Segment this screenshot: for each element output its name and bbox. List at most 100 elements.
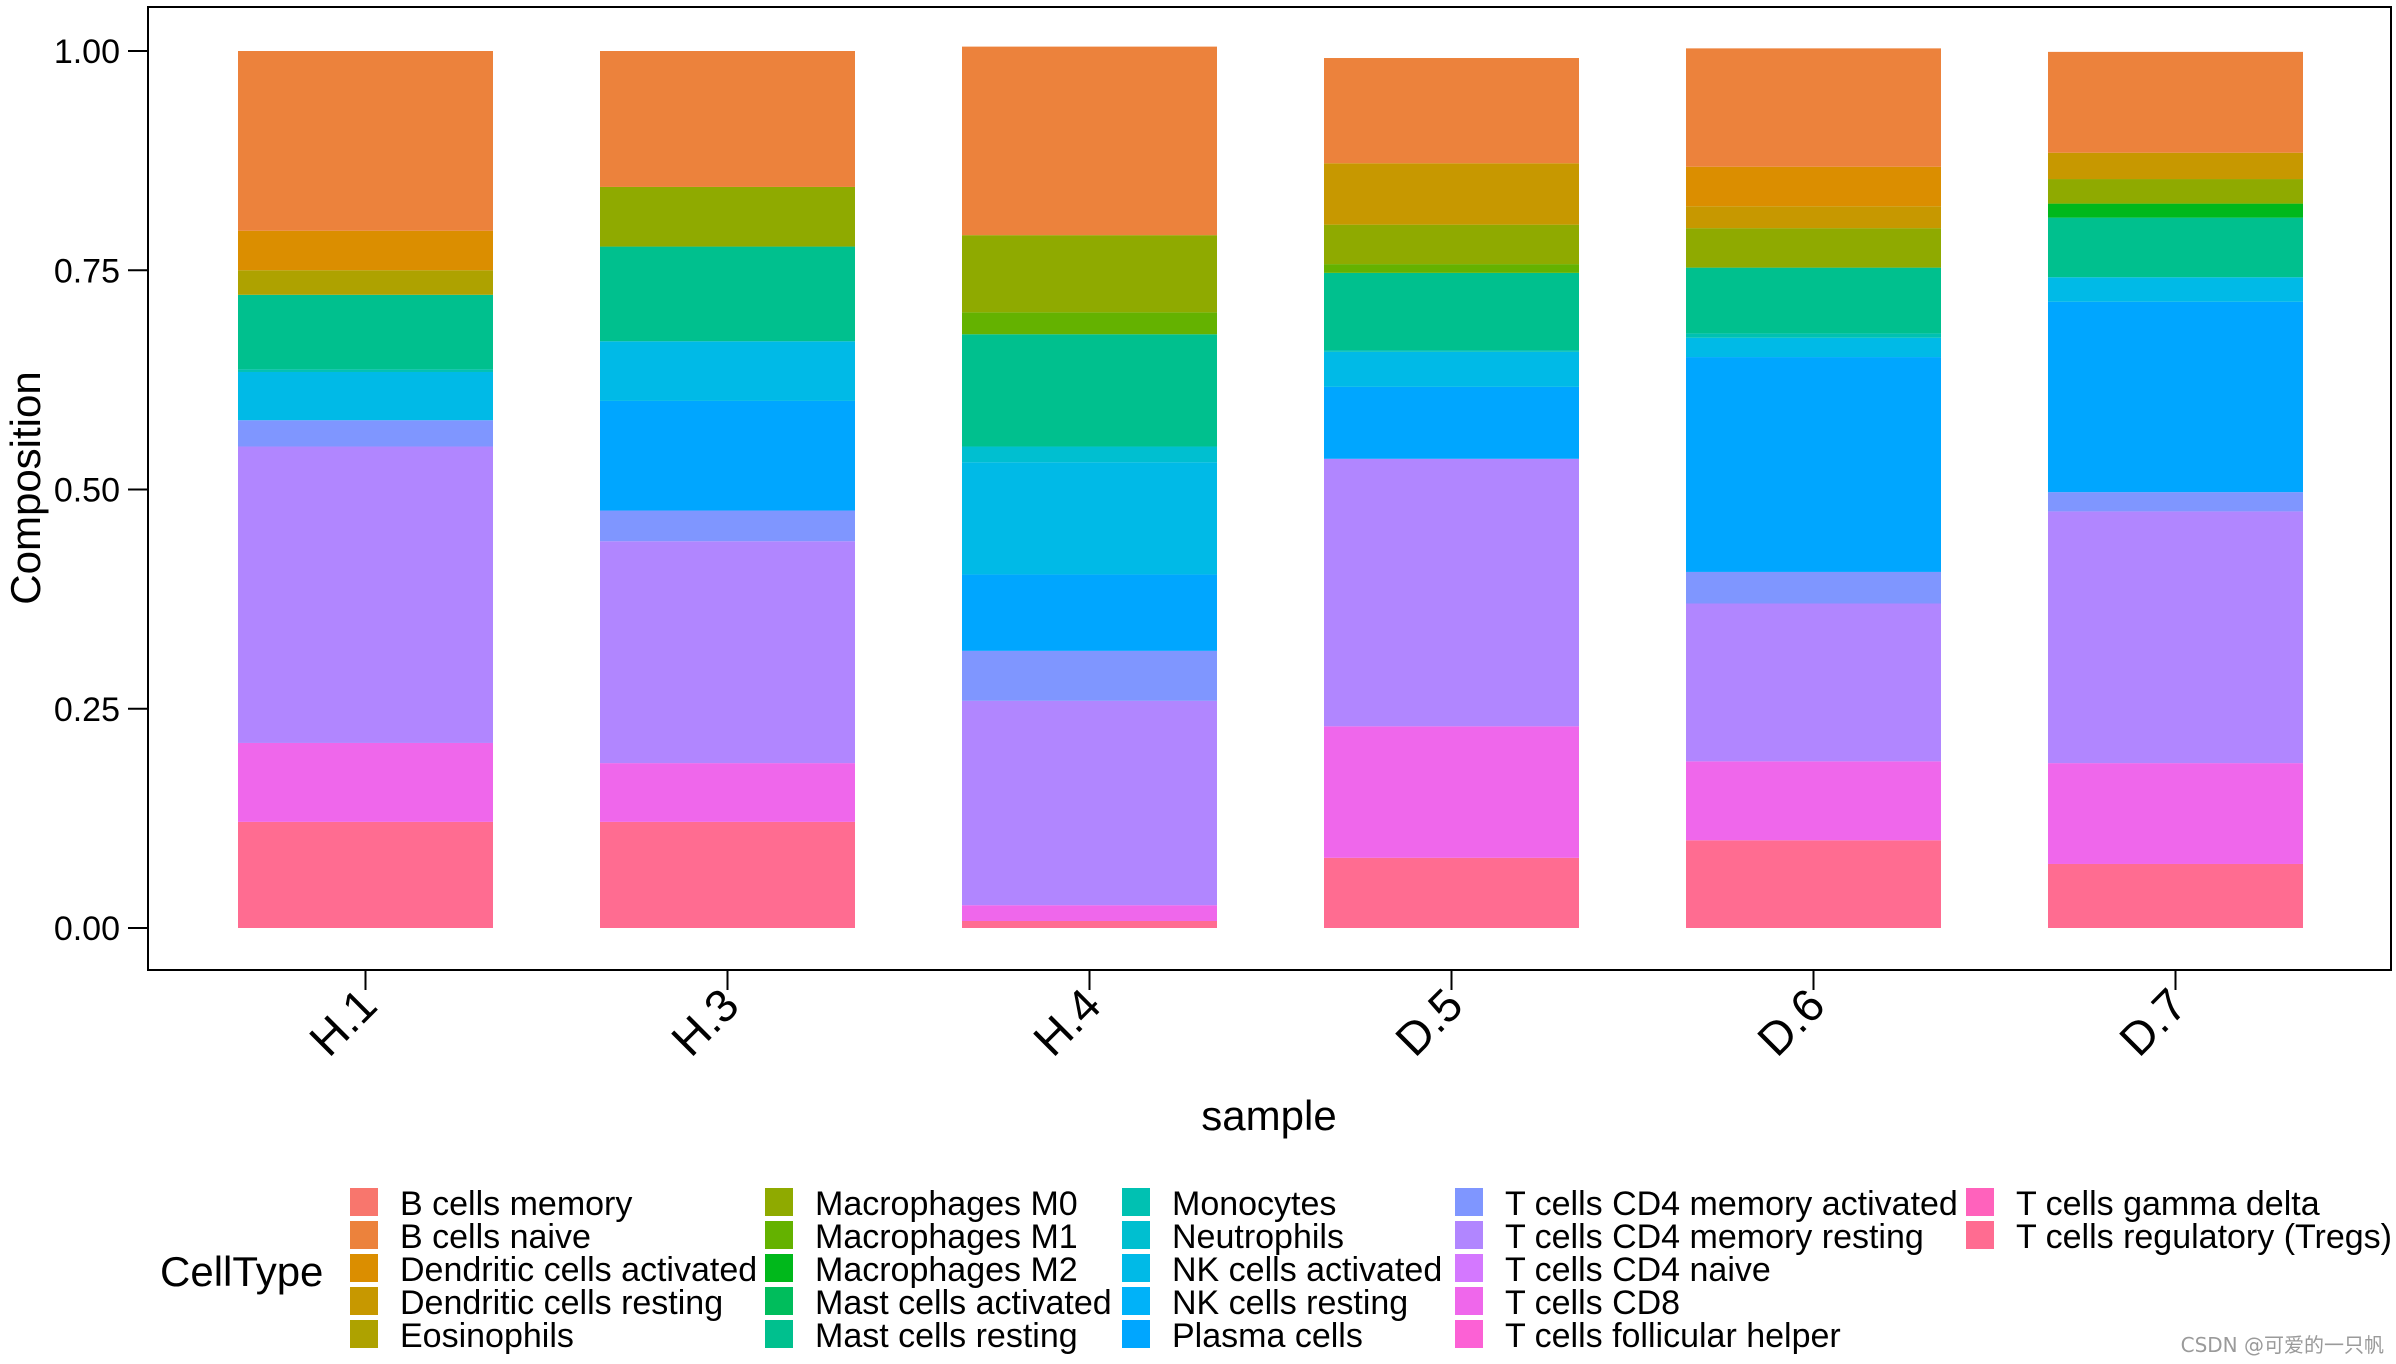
bar-segment-H.1-t-cells-cd8 [238, 742, 493, 822]
legend-swatch [765, 1254, 793, 1282]
bar-segment-H.4-t-cells-cd4-memory-activated [962, 650, 1217, 701]
bar-segment-H.4-neutrophils [962, 446, 1217, 463]
x-tick-label: D.7 [2109, 978, 2196, 1065]
watermark-text: CSDN @可爱的一只帆 [2180, 1333, 2384, 1357]
bar-segment-H.4-mast-cells-resting [962, 334, 1217, 447]
bar-segment-D.7-t-cells-cd8 [2048, 763, 2303, 864]
bar-segment-H.1-t-cells-cd4-memory-resting [238, 446, 493, 743]
legend-label: Neutrophils [1172, 1218, 1344, 1256]
bar-segment-D.5-b-cells-naive [1324, 58, 1579, 164]
bar-segment-H.3-t-cells-cd4-memory-resting [600, 541, 855, 764]
bar-segment-D.7-macrophages-m0 [2048, 179, 2303, 204]
bar-segment-H.4-nk-cells-activated [962, 462, 1217, 575]
legend-swatch [1122, 1287, 1150, 1315]
bar-segment-D.5-mast-cells-resting [1324, 272, 1579, 351]
bar-segment-D.6-b-cells-naive [1686, 48, 1941, 167]
legend-swatch [1455, 1221, 1483, 1249]
legend-label: T cells CD4 naive [1505, 1251, 1771, 1289]
bar-segment-D.7-plasma-cells [2048, 301, 2303, 493]
bar-segment-H.1-b-cells-naive [238, 51, 493, 231]
legend-swatch [350, 1188, 378, 1216]
x-tick-label: D.5 [1385, 978, 1472, 1065]
legend-label: Macrophages M0 [815, 1185, 1078, 1223]
bar-segment-H.1-monocytes [238, 369, 493, 372]
bar-segment-D.6-dendritic-cells-activated [1686, 166, 1941, 207]
legend-label: NK cells resting [1172, 1284, 1408, 1322]
y-tick-label: 0.50 [54, 472, 120, 510]
legend-label: T cells CD4 memory resting [1505, 1218, 1924, 1256]
bar-segment-D.6-monocytes [1686, 333, 1941, 338]
bar-segment-D.7-macrophages-m2 [2048, 203, 2303, 218]
bars-layer [238, 46, 2303, 928]
legend-label: B cells memory [400, 1185, 632, 1223]
y-tick-label: 0.00 [54, 910, 120, 948]
bar-segment-D.7-dendritic-cells-resting [2048, 152, 2303, 180]
bar-segment-H.1-t-cells-regulatory-tregs- [238, 821, 493, 928]
legend-swatch [1966, 1221, 1994, 1249]
x-tick-label: H.4 [1023, 978, 1110, 1065]
legend-label: Mast cells activated [815, 1284, 1112, 1322]
y-tick-label: 0.25 [54, 691, 120, 729]
bar-segment-H.1-mast-cells-resting [238, 294, 493, 370]
y-axis: 0.00 0.25 0.50 0.75 1.00 [54, 33, 148, 948]
bar-segment-H.3-t-cells-cd8 [600, 763, 855, 822]
legend-label: Eosinophils [400, 1317, 574, 1355]
bar-segment-D.7-mast-cells-resting [2048, 217, 2303, 278]
bar-segment-D.7-b-cells-naive [2048, 51, 2303, 153]
legend-label: Plasma cells [1172, 1317, 1363, 1355]
legend-label: Macrophages M1 [815, 1218, 1078, 1256]
legend-label: B cells naive [400, 1218, 591, 1256]
legend-label: T cells CD8 [1505, 1284, 1680, 1322]
bar-segment-D.6-t-cells-cd8 [1686, 761, 1941, 841]
bar-segment-D.6-nk-cells-activated [1686, 337, 1941, 358]
bar-segment-D.5-macrophages-m1 [1324, 264, 1579, 273]
bar-segment-D.5-dendritic-cells-resting [1324, 163, 1579, 225]
bar-segment-D.5-nk-cells-activated [1324, 351, 1579, 387]
bar-segment-D.6-t-cells-regulatory-tregs- [1686, 840, 1941, 928]
legend-label: Dendritic cells resting [400, 1284, 723, 1322]
bar-segment-H.1-nk-cells-activated [238, 371, 493, 421]
plot-panel-border [147, 6, 2392, 971]
legend-swatch [765, 1188, 793, 1216]
legend-swatch [350, 1287, 378, 1315]
bar-segment-H.4-t-cells-cd4-memory-resting [962, 700, 1217, 906]
bar-segment-H.4-t-cells-cd8 [962, 905, 1217, 921]
bar-segment-H.4-b-cells-naive [962, 46, 1217, 236]
legend-label: T cells CD4 memory activated [1505, 1185, 1958, 1223]
bar-segment-H.4-macrophages-m1 [962, 312, 1217, 335]
bar-segment-H.1-dendritic-cells-activated [238, 230, 493, 271]
x-tick-label: D.6 [1747, 978, 1834, 1065]
bar-segment-H.4-macrophages-m0 [962, 235, 1217, 313]
bar-segment-H.3-nk-cells-activated [600, 341, 855, 401]
legend-swatch [350, 1221, 378, 1249]
bar-segment-H.3-mast-cells-resting [600, 246, 855, 342]
legend-label: T cells regulatory (Tregs) [2016, 1218, 2392, 1256]
legend-label: Dendritic cells activated [400, 1251, 757, 1289]
bar-segment-H.3-macrophages-m0 [600, 186, 855, 247]
bar-segment-D.6-plasma-cells [1686, 357, 1941, 572]
x-axis: H.1 H.3 H.4 D.5 D.6 D.7 [299, 970, 2197, 1066]
bar-segment-D.7-t-cells-cd4-memory-activated [2048, 492, 2303, 512]
legend-swatch [1122, 1254, 1150, 1282]
bar-segment-H.3-b-cells-naive [600, 51, 855, 187]
bar-segment-D.6-t-cells-cd4-memory-resting [1686, 603, 1941, 762]
bar-segment-H.3-t-cells-regulatory-tregs- [600, 821, 855, 928]
bar-segment-D.5-macrophages-m0 [1324, 224, 1579, 265]
y-tick-label: 0.75 [54, 252, 120, 290]
bar-segment-D.6-dendritic-cells-resting [1686, 206, 1941, 229]
legend-swatch [765, 1287, 793, 1315]
legend-label: T cells follicular helper [1505, 1317, 1841, 1355]
legend-swatch [1966, 1188, 1994, 1216]
legend-swatch [1122, 1320, 1150, 1348]
bar-segment-D.5-monocytes [1324, 350, 1579, 352]
bar-segment-H.1-t-cells-cd4-memory-activated [238, 420, 493, 447]
legend-label: Macrophages M2 [815, 1251, 1078, 1289]
legend-title: CellType [160, 1248, 323, 1295]
bar-segment-H.3-plasma-cells [600, 400, 855, 511]
bar-segment-D.6-t-cells-cd4-memory-activated [1686, 571, 1941, 604]
legend-swatch [350, 1254, 378, 1282]
bar-segment-D.7-t-cells-cd4-memory-resting [2048, 511, 2303, 764]
bar-segment-H.1-eosinophils [238, 270, 493, 295]
